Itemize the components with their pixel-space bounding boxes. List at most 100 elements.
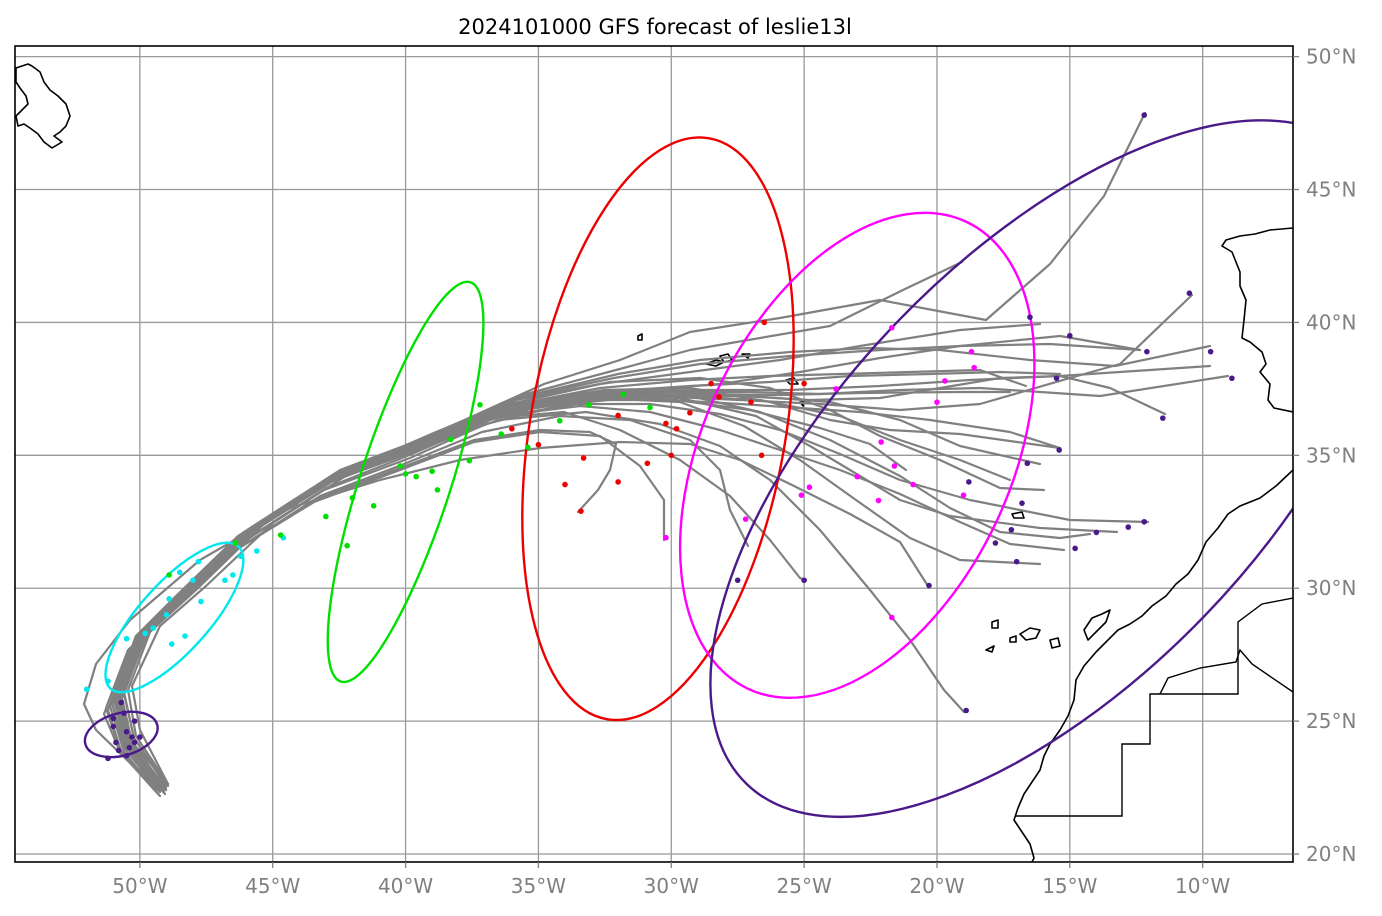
lon-tick-label: 40°W <box>378 874 433 898</box>
morocco-algeria-border <box>1159 648 1293 695</box>
forecast-point-day5 <box>663 534 669 541</box>
forecast-point-day3 <box>397 463 404 469</box>
forecast-point-day1 <box>123 728 130 735</box>
forecast-point-day6 <box>1141 518 1148 525</box>
forecast-point-day6 <box>1072 545 1078 552</box>
ellipse-day5 <box>678 211 1036 700</box>
lon-tick-label: 35°W <box>511 874 566 898</box>
forecast-point-day2 <box>142 630 148 637</box>
forecast-point-day3 <box>477 402 483 408</box>
forecast-point-day3 <box>413 473 420 480</box>
forecast-point-day6 <box>1013 558 1020 565</box>
track-line <box>122 344 1212 788</box>
forecast-point-day3 <box>586 402 592 408</box>
forecast-point-day6 <box>1056 447 1062 453</box>
forecast-point-day5 <box>968 348 975 355</box>
forecast-point-day6 <box>1019 500 1025 506</box>
forecast-points <box>83 112 1235 762</box>
track-line <box>114 396 1042 794</box>
ellipse-day3 <box>326 280 485 684</box>
forecast-point-day4 <box>801 380 807 387</box>
forecast-point-day3 <box>466 457 473 464</box>
latitude-tick-labels: 50°N 45°N 40°N 35°N 30°N 25°N 20°N <box>1293 45 1356 866</box>
mauritania-border <box>1237 597 1293 650</box>
forecast-point-day6 <box>1141 112 1148 118</box>
track-line <box>116 370 1062 788</box>
forecast-point-day1 <box>129 734 135 740</box>
track-line <box>126 260 964 786</box>
forecast-point-day6 <box>1027 314 1033 320</box>
lon-tick-label: 15°W <box>1042 874 1097 898</box>
track-line <box>114 390 1042 792</box>
forecast-point-day5 <box>742 516 749 522</box>
forecast-point-day6 <box>1093 529 1100 536</box>
lon-tick-label: 30°W <box>644 874 699 898</box>
forecast-point-day4 <box>509 425 515 432</box>
forecast-point-day2 <box>83 686 90 693</box>
forecast-point-day5 <box>875 497 882 504</box>
western-sahara-border <box>1016 650 1239 817</box>
lat-tick-label: 45°N <box>1306 178 1356 202</box>
forecast-point-day2 <box>198 598 204 605</box>
lon-tick-label: 10°W <box>1175 874 1230 898</box>
forecast-point-day1 <box>131 739 138 746</box>
iceland-coast <box>15 63 71 149</box>
lon-tick-label: 50°W <box>112 874 167 898</box>
forecast-point-day3 <box>434 487 441 493</box>
track-line <box>112 374 1167 790</box>
track-line <box>118 368 1028 792</box>
lon-tick-label: 20°W <box>909 874 964 898</box>
forecast-point-day5 <box>833 386 839 392</box>
lat-tick-label: 40°N <box>1306 310 1356 334</box>
forecast-point-day4 <box>562 481 568 488</box>
graticule <box>15 46 1293 862</box>
forecast-point-day2 <box>123 635 130 642</box>
forecast-point-day1 <box>113 739 119 746</box>
forecast-point-day5 <box>878 439 884 445</box>
forecast-point-day4 <box>748 399 754 405</box>
ellipse-day6 <box>709 119 1293 819</box>
forecast-point-day6 <box>1008 526 1015 533</box>
forecast-point-day5 <box>934 399 940 405</box>
forecast-point-day4 <box>758 452 765 459</box>
forecast-point-day5 <box>798 492 805 498</box>
forecast-point-day3 <box>232 540 239 546</box>
forecast-point-day1 <box>123 752 130 759</box>
longitude-tick-labels: 50°W 45°W 40°W 35°W 30°W 25°W 20°W 15°W 10°W <box>112 862 1230 898</box>
canary-islands <box>985 609 1111 653</box>
lat-tick-label: 25°N <box>1306 709 1356 733</box>
lat-tick-label: 30°N <box>1306 576 1356 600</box>
forecast-point-day6 <box>1053 375 1060 382</box>
ellipse-day4 <box>521 136 795 722</box>
forecast-point-day3 <box>429 468 435 475</box>
ellipse-day2 <box>104 541 245 694</box>
forecast-point-day5 <box>910 481 916 488</box>
track-line <box>116 364 1212 788</box>
forecast-point-day3 <box>344 542 350 549</box>
forecast-point-day1 <box>110 723 117 730</box>
forecast-point-day3 <box>498 431 505 437</box>
forecast-point-day4 <box>578 508 584 514</box>
uncertainty-ellipses <box>83 119 1293 819</box>
forecast-point-day4 <box>535 441 542 448</box>
forecast-point-day6 <box>801 577 807 584</box>
forecast-point-day2 <box>176 569 183 576</box>
forecast-point-day6 <box>966 479 972 485</box>
forecast-point-day6 <box>992 540 999 546</box>
forecast-point-day3 <box>166 572 172 578</box>
forecast-point-day3 <box>349 495 356 501</box>
track-line <box>130 111 1147 786</box>
iberia-coast <box>1221 227 1293 413</box>
lon-tick-label: 25°W <box>777 874 832 898</box>
track-line <box>112 404 1066 792</box>
forecast-point-day4 <box>615 412 621 419</box>
forecast-point-day5 <box>942 378 948 384</box>
forecast-point-day6 <box>1160 415 1166 421</box>
forecast-point-day6 <box>1125 524 1132 530</box>
forecast-point-day5 <box>891 463 898 469</box>
forecast-point-day1 <box>115 747 122 754</box>
forecast-point-day2 <box>195 558 202 565</box>
ensemble-tracks <box>82 111 1230 798</box>
lat-tick-label: 50°N <box>1306 45 1356 69</box>
